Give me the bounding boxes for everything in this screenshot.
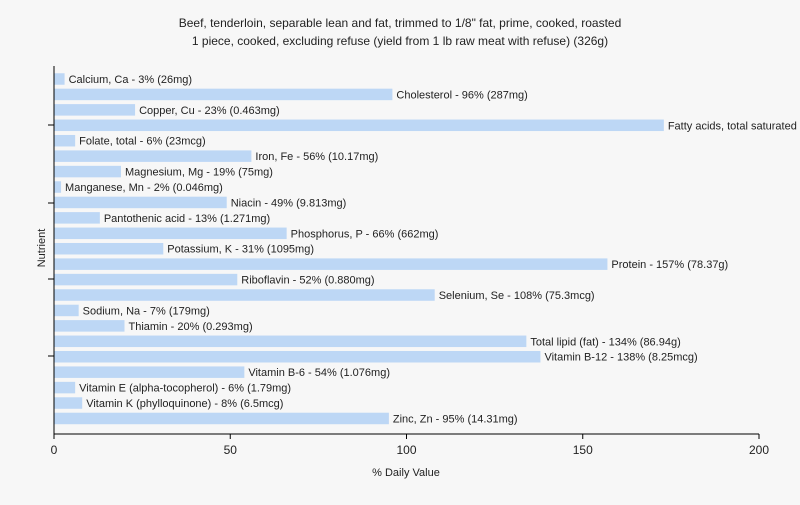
bar <box>54 134 76 147</box>
bar <box>54 88 393 101</box>
x-tick-label: 100 <box>396 443 416 457</box>
bar-label: Riboflavin - 52% (0.880mg) <box>241 275 374 287</box>
bar-label: Fatty acids, total saturated - 173% (34.… <box>668 120 800 132</box>
bar-label: Potassium, K - 31% (1095mg) <box>167 244 314 256</box>
bar <box>54 227 287 240</box>
bar <box>54 304 79 317</box>
bar <box>54 242 164 255</box>
x-tick-label: 0 <box>51 443 58 457</box>
bar-label: Vitamin K (phylloquinone) - 8% (6.5mcg) <box>86 398 283 410</box>
bar-label: Copper, Cu - 23% (0.463mg) <box>139 105 280 117</box>
bar <box>54 165 121 178</box>
bar <box>54 258 608 270</box>
bar-label: Calcium, Ca - 3% (26mg) <box>69 74 192 86</box>
bar-label: Phosphorus, P - 66% (662mg) <box>291 228 439 240</box>
bar <box>54 196 227 209</box>
bar <box>54 119 664 132</box>
bar-label: Manganese, Mn - 2% (0.046mg) <box>65 182 223 194</box>
bar <box>54 320 125 332</box>
bar <box>54 212 100 224</box>
bar-label: Iron, Fe - 56% (10.17mg) <box>255 151 378 163</box>
bar-label: Selenium, Se - 108% (75.3mcg) <box>439 290 595 302</box>
bar <box>54 273 238 286</box>
bar-label: Protein - 157% (78.37g) <box>611 259 728 271</box>
bar-label: Zinc, Zn - 95% (14.31mg) <box>393 413 518 425</box>
bar-label: Thiamin - 20% (0.293mg) <box>129 321 253 333</box>
x-tick-label: 50 <box>224 443 238 457</box>
bar <box>54 150 252 162</box>
bar-label: Vitamin B-12 - 138% (8.25mcg) <box>544 352 697 364</box>
bar-label: Pantothenic acid - 13% (1.271mg) <box>104 213 270 225</box>
x-tick-label: 150 <box>573 443 593 457</box>
bar <box>54 412 389 425</box>
bar <box>54 181 62 193</box>
bar-label: Vitamin B-6 - 54% (1.076mg) <box>248 367 390 379</box>
bar <box>54 381 76 394</box>
bar-label: Vitamin E (alpha-tocopherol) - 6% (1.79m… <box>79 383 291 395</box>
axes-layer: 0 50 100 150 200 <box>48 66 769 457</box>
y-axis-label: Nutrient <box>36 229 48 268</box>
bar <box>54 335 527 348</box>
bar-label: Magnesium, Mg - 19% (75mg) <box>125 167 273 179</box>
bar <box>54 366 245 378</box>
chart-title: Beef, tenderloin, separable lean and fat… <box>179 16 622 30</box>
x-tick-label: 200 <box>749 443 769 457</box>
bar-label: Total lipid (fat) - 134% (86.94g) <box>530 336 680 348</box>
bar-label: Sodium, Na - 7% (179mg) <box>83 305 210 317</box>
bars-layer: Calcium, Ca - 3% (26mg) Cholesterol - 96%… <box>54 73 800 425</box>
bar <box>54 73 65 85</box>
bar <box>54 104 136 116</box>
bar-label: Cholesterol - 96% (287mg) <box>396 89 527 101</box>
x-axis-label: % Daily Value <box>372 467 440 479</box>
bar <box>54 350 541 363</box>
bar <box>54 397 83 409</box>
chart-subtitle: 1 piece, cooked, excluding refuse (yield… <box>192 34 608 48</box>
bar-label: Niacin - 49% (9.813mg) <box>231 197 347 209</box>
bar-label: Folate, total - 6% (23mcg) <box>79 136 206 148</box>
bar <box>54 289 435 301</box>
